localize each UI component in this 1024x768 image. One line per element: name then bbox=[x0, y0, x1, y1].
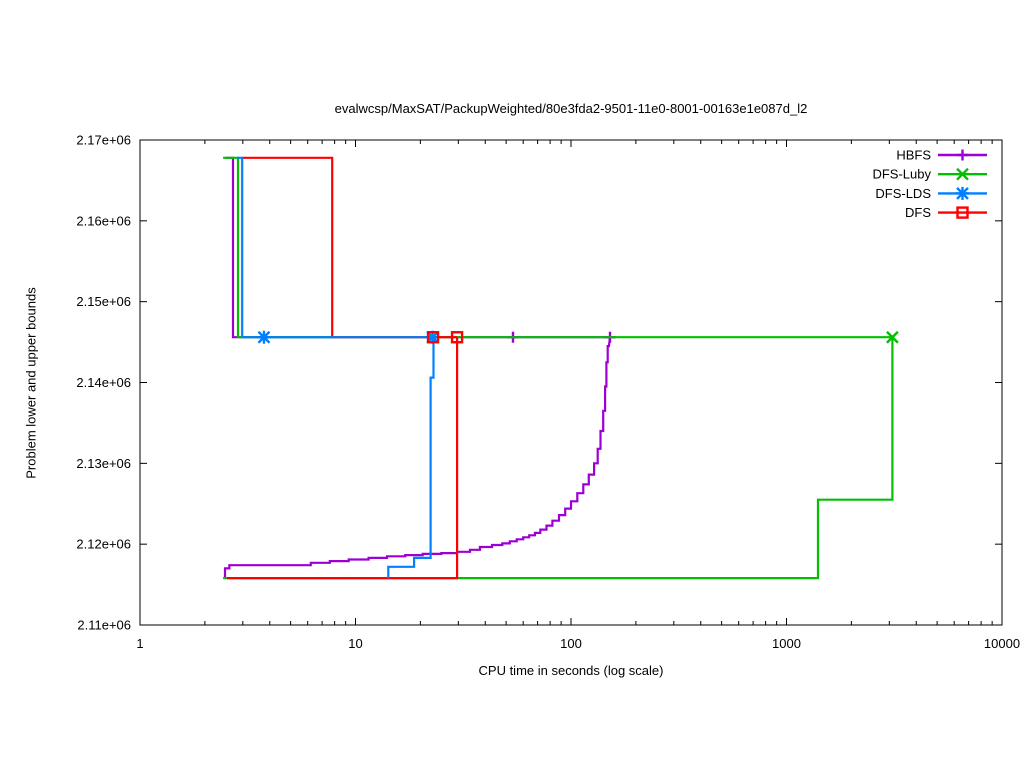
y-axis-label: Problem lower and upper bounds bbox=[23, 287, 39, 479]
y-tick-label: 2.11e+06 bbox=[77, 618, 131, 633]
x-tick-label: 1 bbox=[136, 636, 143, 651]
x-axis-label: CPU time in seconds (log scale) bbox=[478, 663, 664, 678]
series-marker-DFS bbox=[426, 331, 440, 344]
plot-border bbox=[139, 139, 1003, 626]
y-tick-label: 2.16e+06 bbox=[76, 213, 131, 228]
x-tick-label: 10 bbox=[348, 636, 362, 651]
legend-marker-DFS bbox=[956, 206, 969, 219]
y-tick-label: 2.15e+06 bbox=[76, 294, 131, 309]
series-line-DFS-LDS-lower-bound bbox=[387, 337, 435, 579]
y-tick-label: 2.13e+06 bbox=[76, 456, 131, 471]
x-tick-label: 10000 bbox=[984, 636, 1020, 651]
series-line-DFS-lower-bound bbox=[226, 337, 459, 580]
y-tick-label: 2.14e+06 bbox=[76, 375, 131, 390]
x-tick-label: 1000 bbox=[772, 636, 801, 651]
legend-marker-DFS-Luby bbox=[956, 167, 969, 181]
series-line-DFS-Luby-upper-bound bbox=[223, 156, 893, 339]
series-marker-DFS bbox=[450, 331, 464, 344]
series-marker-DFS-Luby bbox=[886, 330, 899, 344]
y-tick-label: 2.17e+06 bbox=[76, 133, 131, 148]
x-tick-label: 100 bbox=[560, 636, 582, 651]
legend-label-HBFS: HBFS bbox=[896, 148, 931, 163]
y-tick-label: 2.12e+06 bbox=[76, 537, 131, 552]
chart-title: evalwcsp/MaxSAT/PackupWeighted/80e3fda2-… bbox=[334, 101, 808, 116]
legend-label-DFS-Luby: DFS-Luby bbox=[872, 167, 931, 182]
legend-label-DFS-LDS: DFS-LDS bbox=[875, 186, 931, 201]
legend-label-DFS: DFS bbox=[905, 205, 931, 220]
series-line-DFS-upper-bound bbox=[242, 156, 458, 339]
series-line-DFS-Luby-lower-bound bbox=[223, 337, 894, 580]
series-line-HBFS-upper-bound bbox=[225, 156, 610, 339]
series-line-HBFS-lower-bound bbox=[223, 337, 612, 579]
series-line-DFS-LDS-upper-bound bbox=[237, 156, 435, 339]
